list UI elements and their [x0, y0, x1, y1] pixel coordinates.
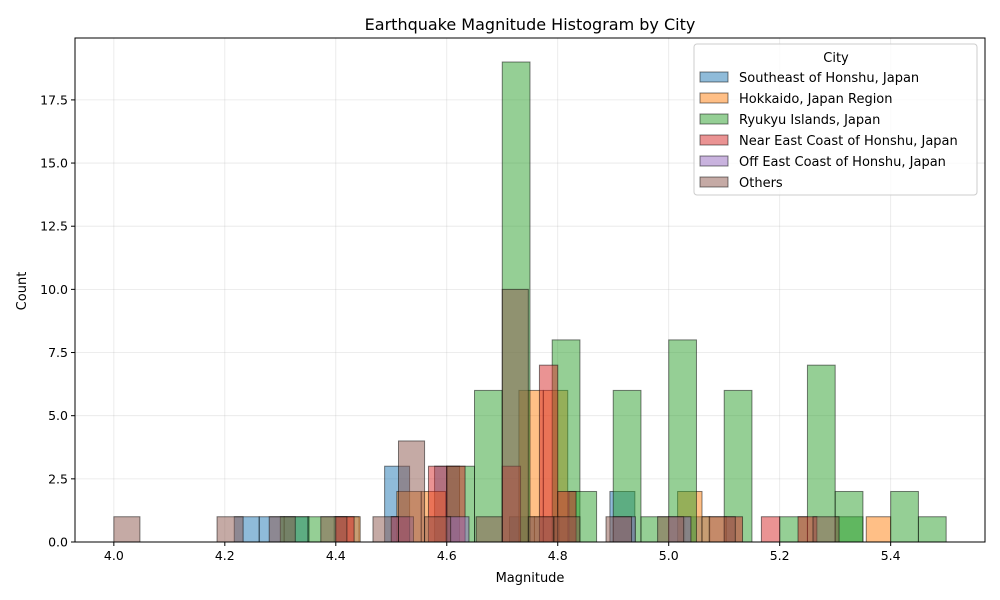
- y-tick-label: 7.5: [48, 345, 68, 360]
- chart-title: Earthquake Magnitude Histogram by City: [365, 15, 696, 34]
- bar: [834, 490, 864, 543]
- bar: [708, 516, 736, 543]
- legend-label: Ryukyu Islands, Japan: [739, 113, 880, 128]
- legend-swatch: [699, 155, 729, 167]
- legend: City Southeast of Honshu, Japan Hokkaido,…: [693, 43, 978, 196]
- legend-label: Others: [739, 176, 783, 191]
- bar: [216, 516, 244, 543]
- bar: [668, 339, 697, 543]
- bar: [538, 364, 559, 543]
- legend-label: Off East Coast of Honshu, Japan: [739, 155, 946, 170]
- y-tick-label: 2.5: [48, 471, 68, 486]
- bar: [812, 516, 840, 543]
- series-5-bars: [113, 288, 840, 543]
- bar: [501, 288, 529, 543]
- x-tick-label: 4.4: [326, 548, 346, 563]
- y-axis-ticks: 0.0 2.5 5.0 7.5 10.0 12.5 15.0 17.5: [40, 92, 75, 550]
- bar: [372, 516, 399, 543]
- bar: [657, 516, 685, 543]
- bar: [890, 490, 919, 543]
- y-tick-label: 15.0: [40, 156, 68, 171]
- x-tick-label: 5.2: [770, 548, 790, 563]
- legend-title: City: [823, 51, 849, 66]
- y-tick-label: 17.5: [40, 92, 68, 107]
- bar: [553, 516, 581, 543]
- legend-entry: Southeast of Honshu, Japan: [699, 71, 919, 86]
- bar: [320, 516, 348, 543]
- legend-frame: [693, 43, 978, 196]
- legend-label: Southeast of Honshu, Japan: [739, 71, 919, 86]
- bars: [113, 61, 947, 543]
- bar: [527, 516, 555, 543]
- legend-label: Hokkaido, Japan Region: [739, 92, 893, 107]
- plot-frame: [74, 37, 986, 543]
- legend-swatch: [699, 134, 729, 146]
- legend-items: Southeast of Honshu, Japan Hokkaido, Japa…: [699, 71, 958, 191]
- y-tick-label: 5.0: [48, 408, 68, 423]
- y-tick-label: 0.0: [48, 535, 68, 550]
- bar: [760, 516, 781, 543]
- x-tick-label: 5.4: [881, 548, 901, 563]
- bar: [268, 516, 296, 543]
- x-tick-label: 4.8: [548, 548, 568, 563]
- y-tick-label: 10.0: [40, 282, 68, 297]
- legend-entry: Off East Coast of Honshu, Japan: [699, 155, 946, 170]
- bar: [113, 516, 141, 543]
- y-axis-label: Count: [15, 272, 30, 311]
- legend-label: Near East Coast of Honshu, Japan: [739, 134, 958, 149]
- bar: [475, 516, 503, 543]
- legend-swatch: [699, 71, 729, 83]
- x-axis-label: Magnitude: [496, 571, 565, 586]
- x-tick-label: 4.2: [215, 548, 235, 563]
- x-tick-label: 5.0: [659, 548, 679, 563]
- x-axis-ticks: 4.0 4.2 4.4 4.6 4.8 5.0 5.2 5.4: [104, 542, 901, 563]
- bar: [424, 516, 452, 543]
- bar: [605, 516, 633, 543]
- bar: [397, 440, 426, 543]
- legend-swatch: [699, 113, 729, 125]
- bar: [917, 516, 947, 543]
- legend-swatch: [699, 176, 729, 188]
- legend-entry: Others: [699, 176, 783, 191]
- legend-entry: Hokkaido, Japan Region: [699, 92, 893, 107]
- x-tick-label: 4.6: [437, 548, 457, 563]
- x-tick-label: 4.0: [104, 548, 124, 563]
- y-tick-label: 12.5: [40, 219, 68, 234]
- bar: [806, 364, 836, 543]
- legend-swatch: [699, 92, 729, 104]
- legend-entry: Ryukyu Islands, Japan: [699, 113, 880, 128]
- bar: [865, 516, 892, 543]
- legend-entry: Near East Coast of Honshu, Japan: [699, 134, 958, 149]
